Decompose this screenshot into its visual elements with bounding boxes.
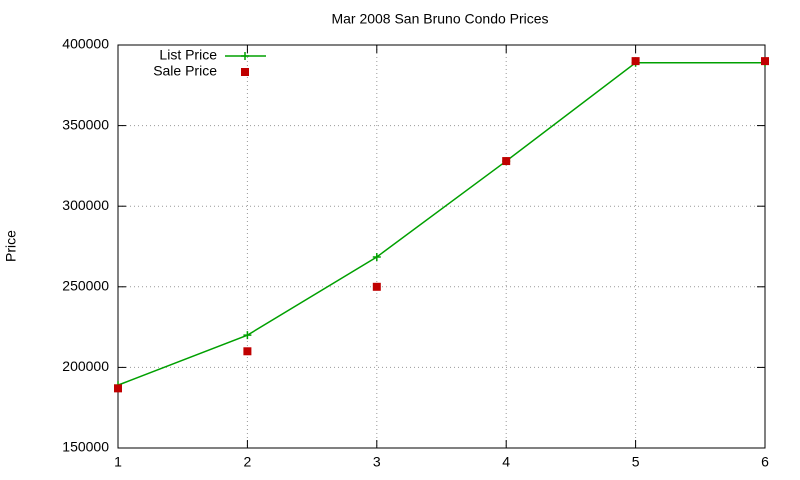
legend-label: Sale Price (153, 63, 217, 79)
point (243, 331, 252, 340)
legend-label: List Price (159, 47, 217, 63)
series-line (117, 61, 765, 386)
x-tick-label: 2 (244, 454, 252, 470)
y-tick-label: 250000 (62, 278, 109, 294)
y-tick-label: 150000 (62, 439, 109, 455)
y-tick-label: 300000 (62, 197, 109, 213)
point (372, 252, 381, 261)
x-tick-label: 5 (632, 454, 640, 470)
y-tick-label: 350000 (62, 116, 109, 132)
point (502, 157, 511, 166)
x-tick-label: 3 (373, 454, 381, 470)
point (761, 57, 769, 66)
plot-border (117, 44, 766, 449)
legend-marker (241, 52, 249, 60)
legend-marker (241, 68, 249, 76)
point (114, 384, 122, 393)
x-tick-label: 4 (502, 454, 510, 470)
x-tick-label: 6 (761, 454, 769, 470)
point (372, 282, 381, 291)
chart-title: Mar 2008 San Bruno Condo Prices (331, 11, 548, 27)
point (631, 57, 640, 66)
y-tick-label: 400000 (62, 36, 109, 52)
x-tick-label: 1 (114, 454, 122, 470)
y-tick-label: 200000 (62, 358, 109, 374)
point (243, 347, 252, 356)
y-axis-label: Price (3, 230, 19, 262)
